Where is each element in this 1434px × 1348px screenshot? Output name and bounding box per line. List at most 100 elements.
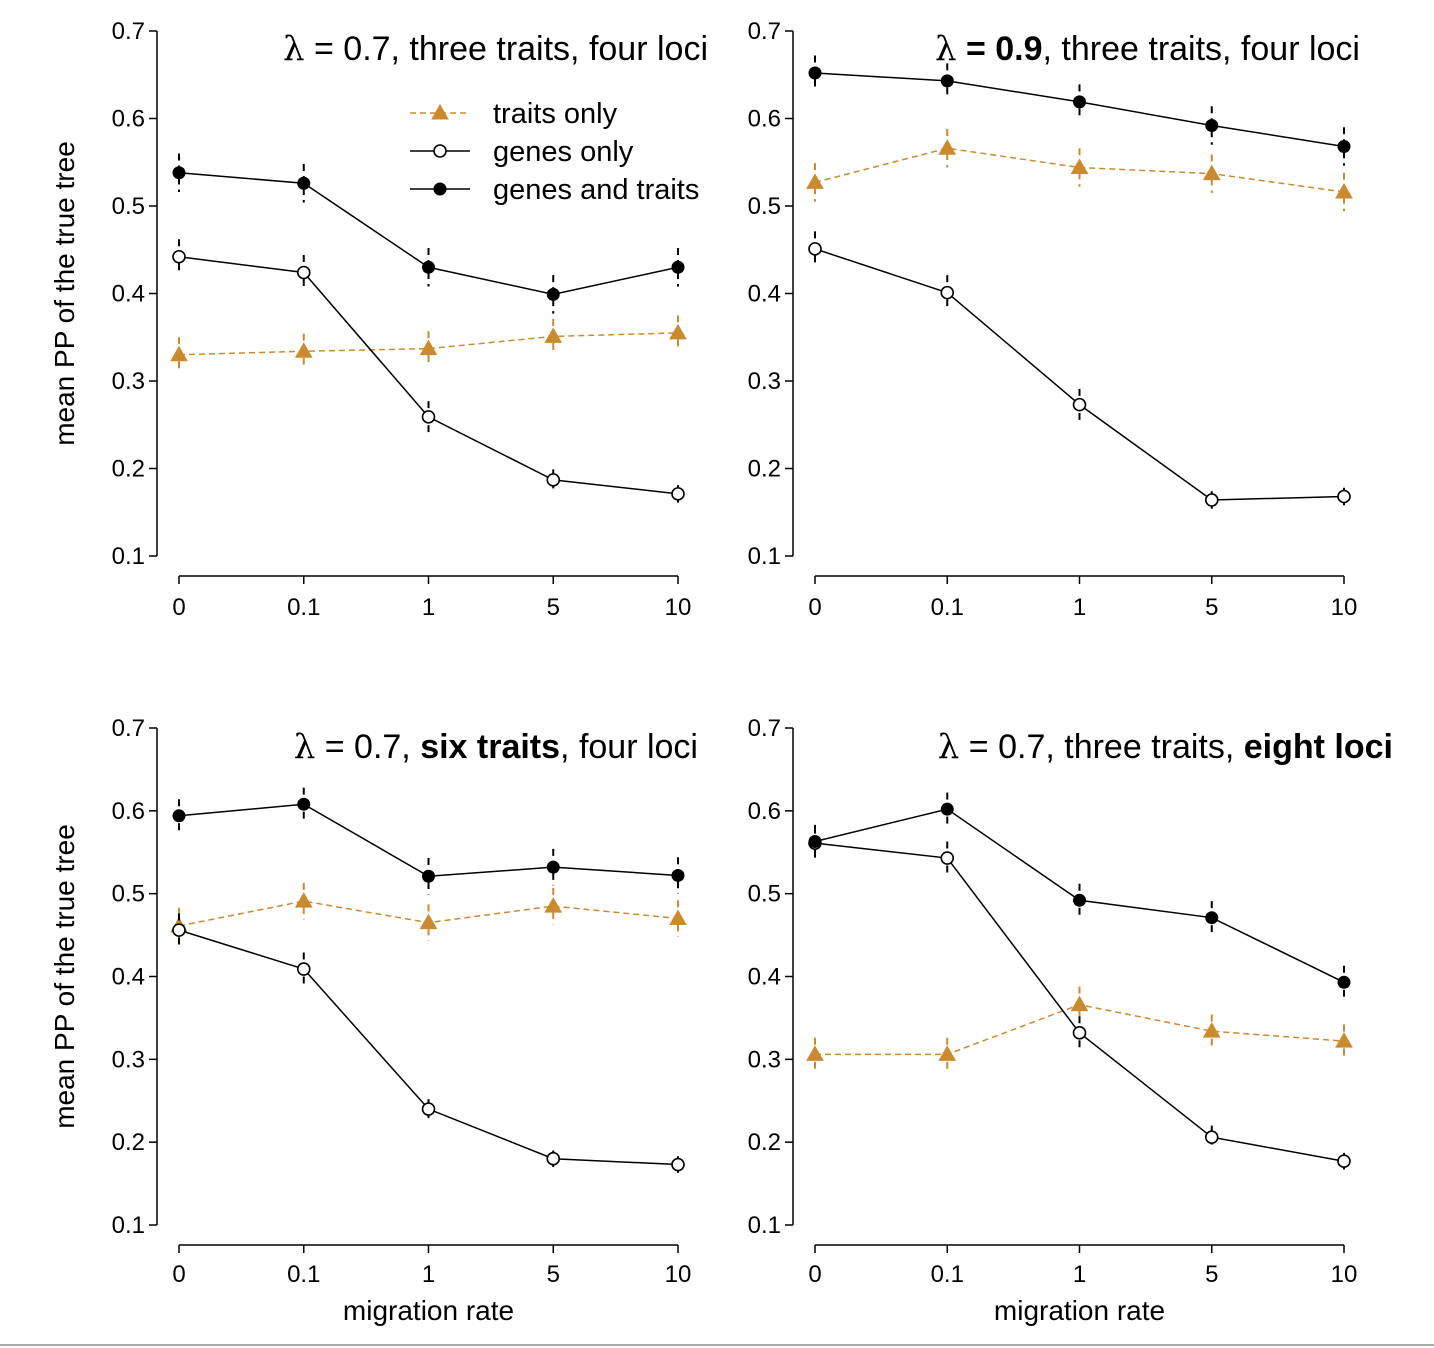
data-point (296, 962, 311, 976)
series-genes-and-traits (172, 153, 685, 314)
series-traits-only (806, 986, 1353, 1071)
x-tick-label: 5 (547, 594, 560, 621)
title-segment: = 0.7, (315, 728, 420, 766)
data-point (806, 1045, 824, 1061)
series-line (178, 803, 679, 878)
data-point (172, 923, 186, 937)
data-point (544, 327, 563, 343)
title-segment: = 0.9 (957, 30, 1043, 68)
series-traits-only (170, 315, 687, 373)
legend-marker (433, 144, 447, 158)
y-tick-label: 0.5 (112, 881, 145, 908)
data-point (808, 834, 822, 848)
title-segment: , four loci (560, 728, 698, 766)
data-point (170, 345, 188, 362)
panel-1: 0.1 0.2 0.3 0.4 0.5 0.6 0.7 0 0.1 1 5 10 mean PP of … (49, 18, 708, 621)
panel-title: λ = 0.7, three traits, four loci (283, 29, 708, 69)
series-genes-only (172, 239, 685, 503)
data-point (669, 323, 687, 340)
x-axis-title: migration rate (343, 1295, 514, 1326)
data-point (1204, 1130, 1219, 1144)
data-point (544, 897, 563, 913)
y-tick-label: 0.1 (112, 543, 145, 570)
title-segment: six traits (420, 728, 560, 766)
data-point (546, 860, 560, 874)
title-segment: , three traits, four loci (1043, 30, 1360, 68)
data-point (938, 139, 957, 155)
series-genes-and-traits (808, 792, 1351, 999)
y-tick-label: 0.2 (748, 456, 781, 483)
data-point (940, 74, 954, 88)
data-point (1070, 158, 1089, 174)
y-tick-label: 0.7 (748, 715, 781, 742)
data-point (1335, 182, 1353, 199)
title-segment: eight loci (1244, 728, 1393, 766)
title-segment: = 0.7, three traits, (959, 728, 1243, 766)
x-tick-label: 0.1 (931, 594, 964, 621)
y-tick-label: 0.7 (112, 18, 145, 45)
series-line (814, 248, 1345, 501)
series-line (178, 929, 679, 1166)
x-tick-label: 0 (172, 594, 185, 621)
data-point (296, 265, 311, 280)
y-axis-title: mean PP of the true tree (49, 824, 80, 1129)
lambda-symbol: λ (938, 727, 960, 767)
data-point (808, 242, 822, 256)
data-point (806, 173, 824, 189)
y-tick-label: 0.3 (748, 1046, 781, 1073)
panel-4: 0.1 0.2 0.3 0.4 0.5 0.6 0.7 0 0.1 1 5 10 migration r… (748, 715, 1393, 1326)
x-tick-label: 1 (422, 1261, 435, 1288)
y-tick-label: 0.1 (748, 543, 781, 570)
y-tick-label: 0.6 (748, 106, 781, 133)
panel-title: λ = 0.7, six traits, four loci (294, 727, 698, 767)
y-tick-label: 0.5 (748, 881, 781, 908)
data-point (1070, 995, 1089, 1012)
data-point (297, 797, 311, 811)
y-axis-title: mean PP of the true tree (49, 141, 80, 446)
series-line (178, 332, 679, 356)
data-point (1337, 489, 1351, 504)
data-point (1073, 893, 1086, 907)
x-tick-label: 0 (172, 1261, 185, 1288)
lambda-symbol: λ (935, 29, 957, 69)
data-point (938, 1045, 957, 1061)
data-point (940, 285, 955, 300)
panel-2: 0.1 0.2 0.3 0.4 0.5 0.6 0.7 0 0.1 1 5 10 λ = 0.9, th… (748, 18, 1360, 621)
data-point (546, 473, 561, 487)
series-genes-and-traits (808, 55, 1351, 166)
data-point (671, 1157, 685, 1172)
series-genes-only (172, 913, 685, 1173)
x-tick-label: 10 (1331, 1261, 1358, 1288)
data-point (808, 66, 822, 80)
series-traits-only (806, 129, 1353, 212)
y-tick-label: 0.4 (748, 964, 781, 991)
data-point (172, 809, 186, 823)
lambda-symbol: λ (283, 29, 305, 69)
data-point (294, 342, 313, 358)
data-point (419, 339, 438, 356)
data-point (419, 913, 438, 930)
x-tick-label: 0.1 (931, 1261, 964, 1288)
x-tick-label: 1 (1073, 1261, 1086, 1288)
series-genes-and-traits (172, 787, 685, 895)
data-point (421, 1102, 436, 1116)
y-tick-label: 0.1 (112, 1212, 145, 1239)
data-point (671, 487, 685, 501)
data-point (422, 260, 435, 274)
data-point (940, 802, 954, 816)
legend-marker (431, 103, 449, 120)
data-point (172, 166, 186, 180)
y-tick-label: 0.4 (112, 281, 145, 308)
y-tick-label: 0.3 (112, 368, 145, 395)
data-point (1205, 911, 1219, 925)
x-tick-label: 0.1 (287, 1261, 320, 1288)
data-point (940, 851, 955, 865)
data-point (1335, 1032, 1353, 1048)
x-tick-label: 0 (808, 594, 821, 621)
y-tick-label: 0.7 (748, 18, 781, 45)
data-point (1072, 1026, 1087, 1040)
series-genes-only (808, 231, 1351, 509)
panel-title: λ = 0.9, three traits, four loci (935, 29, 1360, 69)
x-tick-label: 10 (1331, 594, 1358, 621)
